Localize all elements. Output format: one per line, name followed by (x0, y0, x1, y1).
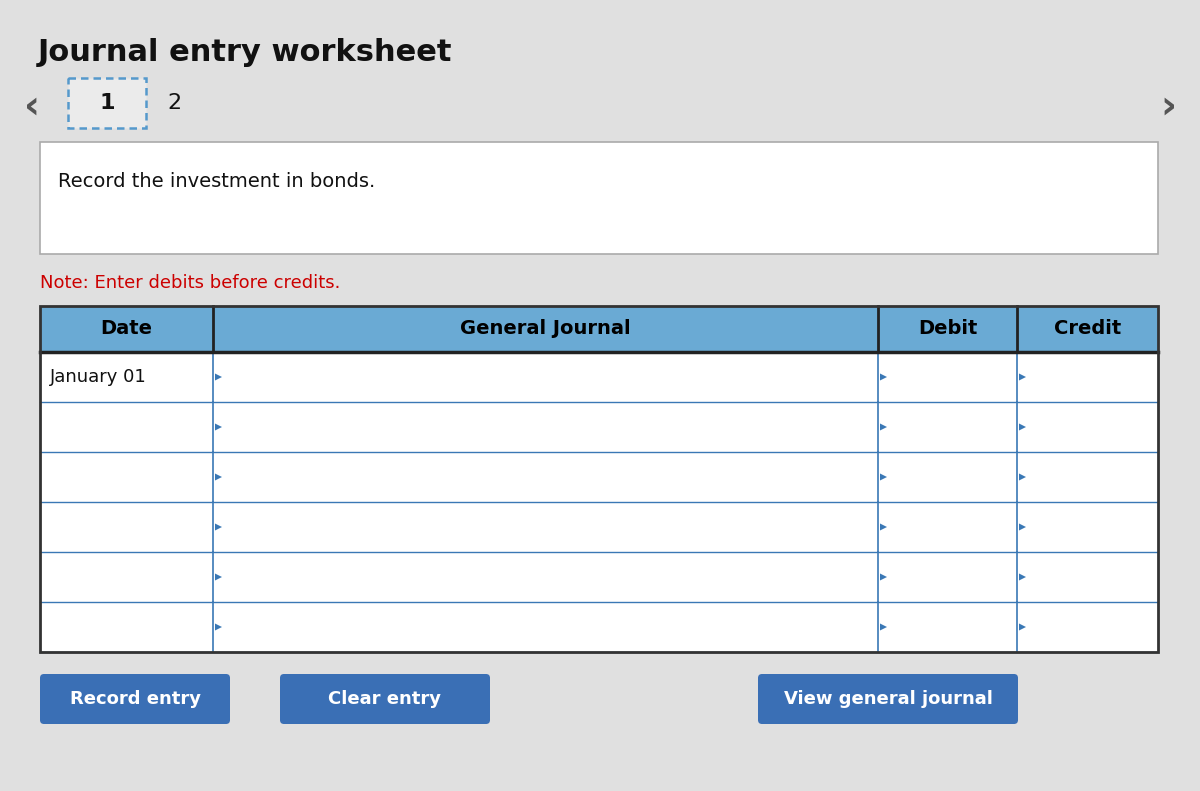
Bar (40, 452, 1158, 502)
Text: ‹: ‹ (24, 88, 40, 126)
Text: ›: › (1160, 88, 1176, 126)
Bar (40, 306, 1158, 352)
FancyBboxPatch shape (280, 674, 490, 724)
Text: Credit: Credit (1054, 320, 1121, 339)
Polygon shape (880, 373, 887, 380)
Text: 1: 1 (100, 93, 115, 113)
Polygon shape (880, 423, 887, 430)
Text: Record entry: Record entry (70, 690, 200, 708)
Polygon shape (1019, 573, 1026, 581)
Bar (40, 502, 1158, 552)
Bar (40, 552, 1158, 602)
Text: Journal entry worksheet: Journal entry worksheet (38, 38, 452, 67)
Text: 2: 2 (167, 93, 181, 113)
FancyBboxPatch shape (758, 674, 1018, 724)
Polygon shape (880, 524, 887, 531)
Text: Clear entry: Clear entry (329, 690, 442, 708)
Polygon shape (215, 623, 222, 630)
Bar (40, 306, 1158, 652)
Polygon shape (215, 573, 222, 581)
Text: Date: Date (101, 320, 152, 339)
Polygon shape (215, 524, 222, 531)
Polygon shape (1019, 373, 1026, 380)
Text: Debit: Debit (918, 320, 977, 339)
Polygon shape (215, 474, 222, 480)
Polygon shape (1019, 524, 1026, 531)
Bar (40, 602, 1158, 652)
Polygon shape (1019, 423, 1026, 430)
FancyBboxPatch shape (40, 674, 230, 724)
Polygon shape (880, 474, 887, 480)
Text: General Journal: General Journal (460, 320, 631, 339)
Bar (40, 402, 1158, 452)
Polygon shape (880, 623, 887, 630)
Polygon shape (880, 573, 887, 581)
Bar (68, 78, 146, 128)
Polygon shape (215, 423, 222, 430)
Text: View general journal: View general journal (784, 690, 992, 708)
Polygon shape (215, 373, 222, 380)
Polygon shape (1019, 474, 1026, 480)
Bar (40, 352, 1158, 402)
Text: January 01: January 01 (50, 368, 146, 386)
Polygon shape (1019, 623, 1026, 630)
Text: Note: Enter debits before credits.: Note: Enter debits before credits. (40, 274, 341, 292)
Bar (40, 142, 1158, 254)
Text: Record the investment in bonds.: Record the investment in bonds. (58, 172, 376, 191)
